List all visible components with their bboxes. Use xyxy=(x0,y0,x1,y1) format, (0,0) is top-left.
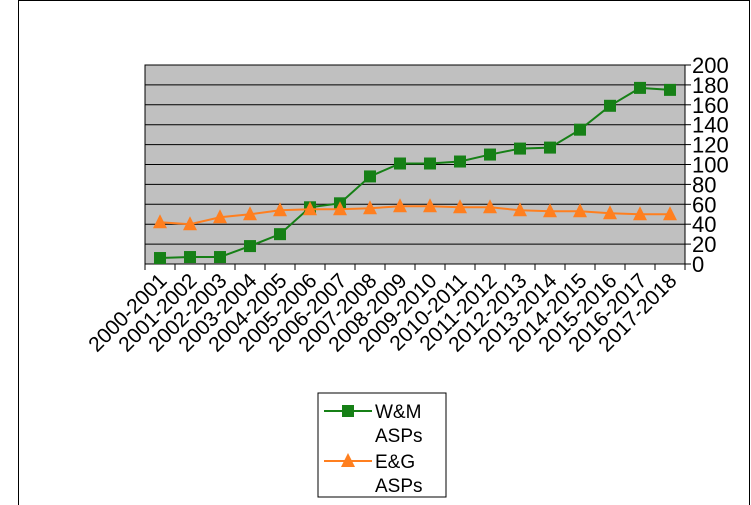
y-tick-label: 180 xyxy=(692,73,729,98)
legend-marker xyxy=(342,405,354,417)
data-point xyxy=(454,155,466,168)
data-point xyxy=(424,157,436,170)
y-tick-label: 60 xyxy=(692,192,716,217)
data-point xyxy=(244,240,256,253)
legend-label: W&M xyxy=(375,402,421,423)
legend-marker xyxy=(341,453,355,467)
data-point xyxy=(154,252,166,265)
legend-label: ASPs xyxy=(375,476,423,497)
series-2 xyxy=(153,198,677,231)
data-point xyxy=(484,148,496,161)
legend: W&M ASPs E&G ASPs xyxy=(317,392,447,498)
x-axis: 2000-20012001-20022002-20032003-20042004… xyxy=(84,263,686,357)
data-point xyxy=(634,81,646,94)
data-point xyxy=(453,199,467,214)
data-point xyxy=(273,202,287,217)
series-1 xyxy=(154,81,676,265)
data-point xyxy=(483,199,497,214)
series-line xyxy=(159,205,670,226)
data-point xyxy=(573,203,587,218)
data-point xyxy=(214,251,226,264)
y-tick-label: 160 xyxy=(692,93,729,118)
data-point xyxy=(604,99,616,112)
data-point xyxy=(603,205,617,220)
data-point xyxy=(153,214,167,229)
legend-item: E&G ASPs xyxy=(324,452,423,497)
data-point xyxy=(274,228,286,241)
data-point xyxy=(513,202,527,217)
data-point xyxy=(514,142,526,155)
data-point xyxy=(333,201,347,216)
data-point xyxy=(633,206,647,221)
data-point xyxy=(663,206,677,221)
y-tick-label: 20 xyxy=(692,232,716,257)
data-point xyxy=(303,201,317,216)
y-tick-label: 100 xyxy=(692,153,729,178)
data-point xyxy=(543,203,557,218)
y-tick-label: 120 xyxy=(692,133,729,158)
data-point xyxy=(363,200,377,215)
legend-label: ASPs xyxy=(375,426,423,447)
data-point xyxy=(184,251,196,264)
data-point xyxy=(574,123,586,136)
y-tick-label: 40 xyxy=(692,212,716,237)
data-point xyxy=(243,206,257,221)
y-tick-label: 80 xyxy=(692,172,716,197)
data-point xyxy=(183,216,197,231)
data-point xyxy=(394,157,406,170)
y-tick-label: 0 xyxy=(692,252,704,277)
y-tick-label: 200 xyxy=(692,53,729,78)
legend-item: W&M ASPs xyxy=(324,402,423,447)
data-point xyxy=(213,209,227,224)
data-point xyxy=(393,198,407,213)
data-point xyxy=(664,83,676,96)
series-group xyxy=(153,81,677,265)
data-point xyxy=(364,170,376,183)
data-point xyxy=(423,198,437,213)
data-point xyxy=(544,141,556,154)
legend-label: E&G xyxy=(375,452,415,473)
y-tick-label: 140 xyxy=(692,113,729,138)
